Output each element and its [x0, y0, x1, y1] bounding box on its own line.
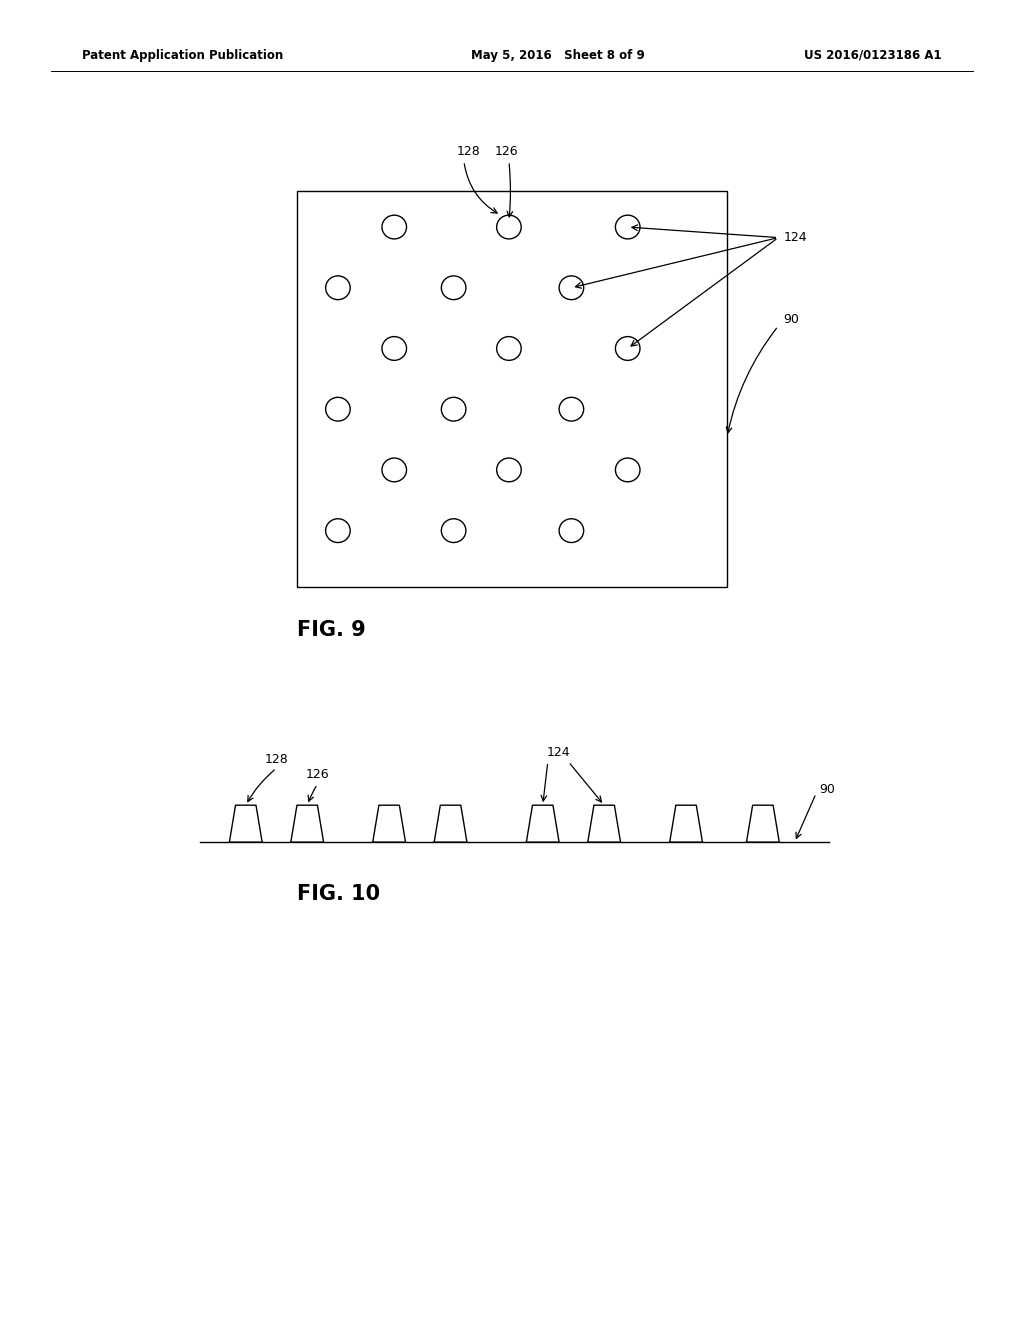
Ellipse shape [615, 458, 640, 482]
Text: FIG. 10: FIG. 10 [297, 884, 380, 904]
Ellipse shape [615, 337, 640, 360]
Text: 90: 90 [783, 313, 800, 326]
Text: May 5, 2016   Sheet 8 of 9: May 5, 2016 Sheet 8 of 9 [471, 49, 645, 62]
Ellipse shape [559, 519, 584, 543]
Ellipse shape [497, 458, 521, 482]
Ellipse shape [441, 276, 466, 300]
Text: 90: 90 [819, 783, 836, 796]
Text: 124: 124 [546, 746, 570, 759]
Text: 128: 128 [457, 145, 481, 158]
Ellipse shape [326, 397, 350, 421]
Ellipse shape [382, 337, 407, 360]
Text: FIG. 9: FIG. 9 [297, 620, 366, 640]
Ellipse shape [615, 215, 640, 239]
Text: 124: 124 [783, 231, 807, 244]
Ellipse shape [497, 215, 521, 239]
Text: 126: 126 [495, 145, 519, 158]
Ellipse shape [441, 519, 466, 543]
Ellipse shape [382, 215, 407, 239]
Text: Patent Application Publication: Patent Application Publication [82, 49, 284, 62]
Ellipse shape [559, 397, 584, 421]
Bar [297, 191, 727, 587]
Text: US 2016/0123186 A1: US 2016/0123186 A1 [805, 49, 942, 62]
Ellipse shape [326, 276, 350, 300]
Text: 128: 128 [264, 752, 289, 766]
Ellipse shape [497, 337, 521, 360]
Ellipse shape [441, 397, 466, 421]
Text: 126: 126 [305, 768, 330, 781]
Ellipse shape [382, 458, 407, 482]
Ellipse shape [326, 519, 350, 543]
Ellipse shape [559, 276, 584, 300]
